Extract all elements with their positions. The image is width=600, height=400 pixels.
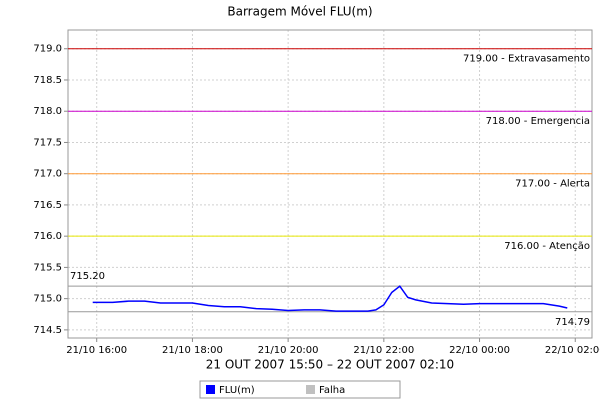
- y-tick-label: 718.0: [33, 106, 62, 117]
- chart-title: Barragem Móvel FLU(m): [227, 5, 372, 19]
- y-tick-label: 714.5: [33, 325, 62, 336]
- x-tick-label: 21/10 20:00: [258, 345, 319, 356]
- y-tick-label: 718.5: [33, 75, 62, 86]
- threshold-label: 718.00 - Emergencia: [486, 116, 590, 127]
- plot-border: [67, 29, 593, 339]
- x-tick-label: 21/10 16:00: [66, 345, 127, 356]
- x-tick-label: 22/10 00:00: [449, 345, 510, 356]
- x-tick-label: 22/10 02:00: [545, 345, 600, 356]
- y-tick-label: 716.5: [33, 200, 62, 211]
- extreme-label: 715.20: [70, 271, 105, 282]
- legend-label: FLU(m): [219, 385, 255, 396]
- y-tick-label: 715.0: [33, 294, 62, 305]
- extreme-label: 714.79: [555, 317, 590, 328]
- legend-label: Falha: [319, 385, 345, 396]
- legend-box: [199, 380, 401, 399]
- x-tick-label: 21/10 22:00: [353, 345, 414, 356]
- y-tick-label: 719.0: [33, 44, 62, 55]
- threshold-label: 716.00 - Atenção: [504, 241, 590, 252]
- y-tick-label: 717.5: [33, 137, 62, 148]
- threshold-label: 717.00 - Alerta: [515, 179, 590, 190]
- series-line: [92, 285, 568, 312]
- legend-swatch: [306, 385, 315, 394]
- legend-swatch: [206, 385, 215, 394]
- y-tick-label: 717.0: [33, 169, 62, 180]
- threshold-label: 719.00 - Extravasamento: [463, 54, 590, 65]
- y-tick-label: 715.5: [33, 262, 62, 273]
- x-tick-label: 21/10 18:00: [162, 345, 223, 356]
- y-tick-label: 716.0: [33, 231, 62, 242]
- x-axis-label: 21 OUT 2007 15:50 – 22 OUT 2007 02:10: [206, 358, 454, 372]
